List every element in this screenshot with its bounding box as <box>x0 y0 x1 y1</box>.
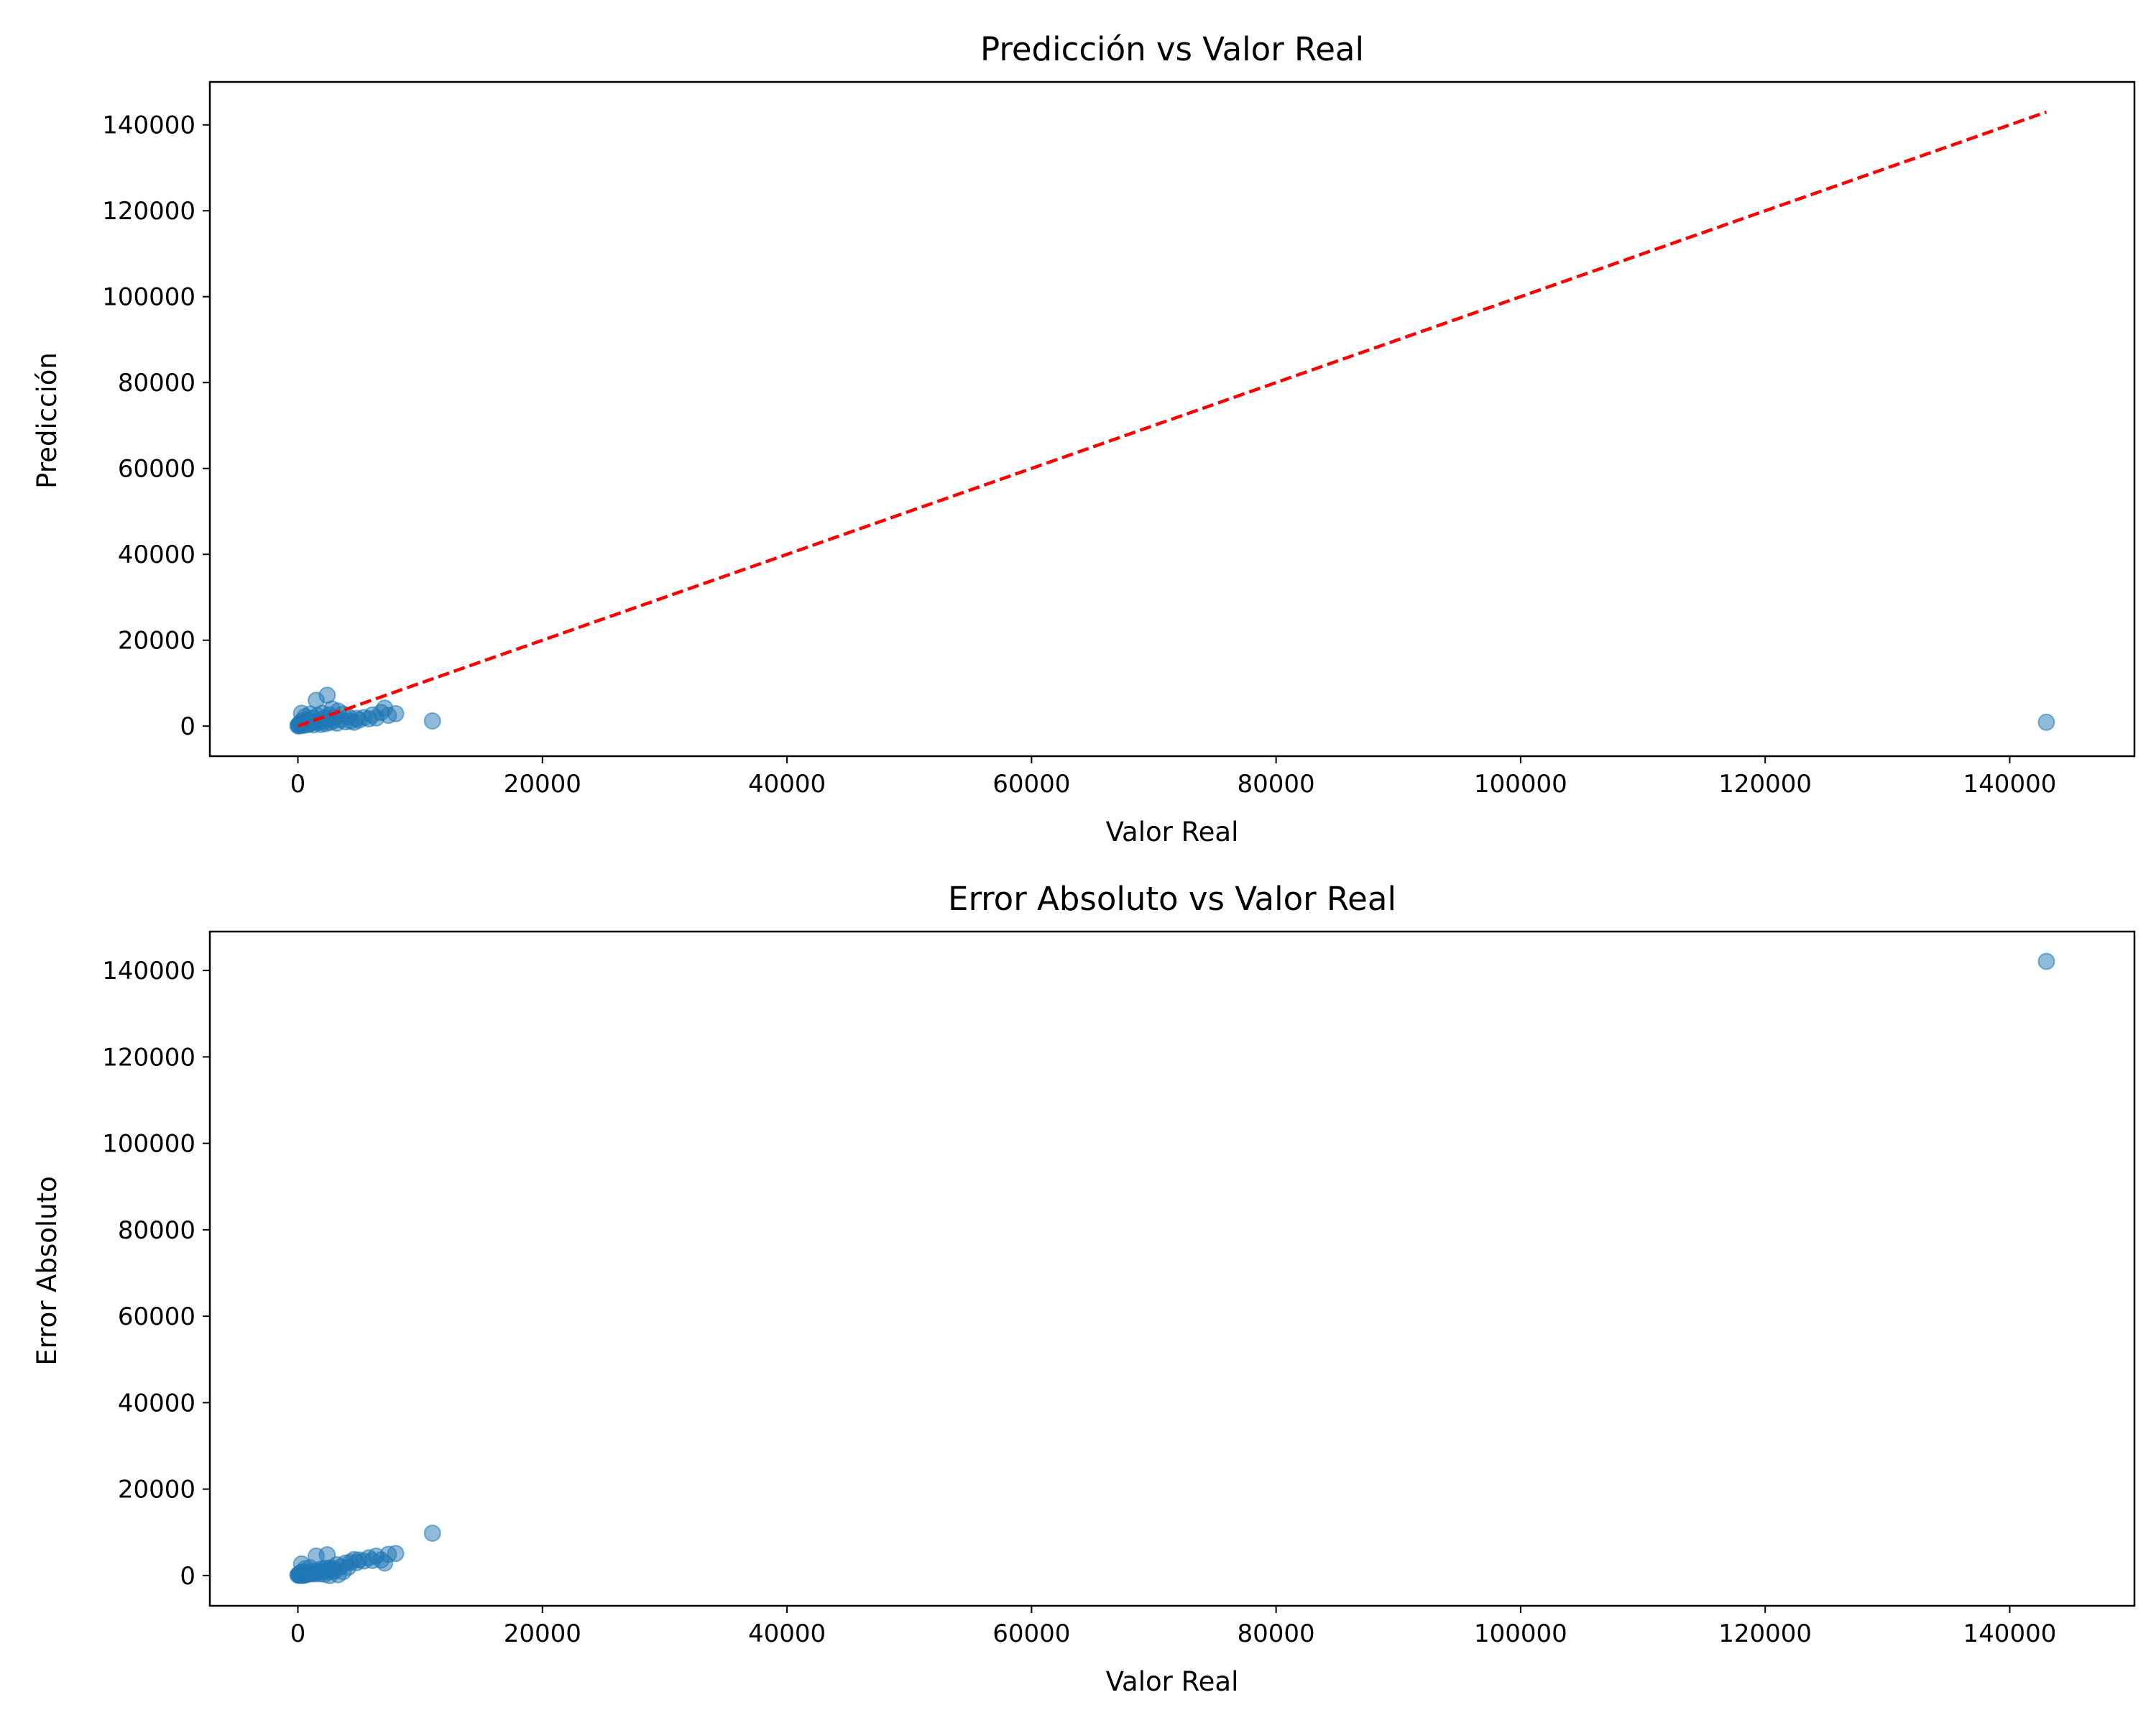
absolute-error-vs-actual-x-tick-label-4: 80000 <box>1238 1619 1315 1648</box>
absolute-error-vs-actual-x-tick-label-0: 0 <box>290 1619 306 1648</box>
prediction-vs-actual-x-tick-label-4: 80000 <box>1238 770 1315 799</box>
prediction-vs-actual-y-tick-label-7: 140000 <box>102 111 195 140</box>
prediction-vs-actual-x-tick-label-2: 40000 <box>748 770 826 799</box>
absolute-error-vs-actual-x-tick-label-6: 120000 <box>1718 1619 1812 1648</box>
prediction-vs-actual-x-tick-label-5: 100000 <box>1474 770 1567 799</box>
absolute-error-vs-actual-y-tick-label-7: 140000 <box>102 957 195 985</box>
prediction-vs-actual-panel: Predicción vs Valor Real Valor Real Pred… <box>32 30 2136 847</box>
absolute-error-vs-actual-x-tick-label-1: 20000 <box>504 1619 581 1648</box>
prediction-vs-actual-y-tick-label-5: 100000 <box>102 283 195 312</box>
prediction-vs-actual-y-tick-label-3: 60000 <box>118 455 195 484</box>
prediction-vs-actual-plot-frame <box>208 81 2136 758</box>
absolute-error-vs-actual-point-56 <box>2037 952 2055 970</box>
prediction-vs-actual-y-tick-label-4: 80000 <box>118 369 195 397</box>
absolute-error-vs-actual-title: Error Absoluto vs Valor Real <box>948 880 1396 918</box>
absolute-error-vs-actual-y-tick-label-3: 60000 <box>118 1302 195 1331</box>
absolute-error-vs-actual-y-axis-label: Error Absoluto <box>32 1176 63 1366</box>
absolute-error-vs-actual-x-axis-label: Valor Real <box>1106 1666 1239 1697</box>
prediction-vs-actual-point-54 <box>387 704 405 722</box>
absolute-error-vs-actual-y-tick-label-0: 0 <box>180 1562 195 1591</box>
absolute-error-vs-actual-panel: Error Absoluto vs Valor Real Valor Real … <box>32 880 2136 1697</box>
prediction-vs-actual-y-tick-label-6: 120000 <box>102 197 195 226</box>
prediction-vs-actual-y-tick-label-0: 0 <box>180 712 195 741</box>
absolute-error-vs-actual-y-tick-label-4: 80000 <box>118 1216 195 1245</box>
prediction-vs-actual-title: Predicción vs Valor Real <box>980 30 1364 68</box>
absolute-error-vs-actual-y-tick-label-5: 100000 <box>102 1130 195 1159</box>
prediction-vs-actual-x-tick-label-6: 120000 <box>1718 770 1812 799</box>
absolute-error-vs-actual-x-tick-label-3: 60000 <box>992 1619 1070 1648</box>
prediction-vs-actual-x-tick-label-7: 140000 <box>1963 770 2057 799</box>
absolute-error-vs-actual-x-tick-label-2: 40000 <box>748 1619 826 1648</box>
prediction-vs-actual-point-56 <box>2037 713 2055 731</box>
prediction-vs-actual-reference-line <box>297 110 2047 728</box>
prediction-vs-actual-y-tick-label-1: 20000 <box>118 627 195 656</box>
prediction-vs-actual-x-tick-label-1: 20000 <box>504 770 581 799</box>
absolute-error-vs-actual-x-tick-label-7: 140000 <box>1963 1619 2057 1648</box>
absolute-error-vs-actual-point-55 <box>423 1525 441 1542</box>
absolute-error-vs-actual-plot-frame <box>208 930 2136 1607</box>
prediction-vs-actual-x-tick-label-0: 0 <box>290 770 306 799</box>
prediction-vs-actual-x-tick-label-3: 60000 <box>992 770 1070 799</box>
prediction-vs-actual-y-tick-label-2: 40000 <box>118 541 195 569</box>
absolute-error-vs-actual-point-54 <box>387 1545 405 1563</box>
prediction-vs-actual-x-axis-label: Valor Real <box>1106 817 1239 847</box>
prediction-vs-actual-point-55 <box>423 712 441 730</box>
absolute-error-vs-actual-y-tick-label-2: 40000 <box>118 1389 195 1417</box>
absolute-error-vs-actual-points <box>289 952 2055 1584</box>
absolute-error-vs-actual-y-tick-label-6: 120000 <box>102 1043 195 1072</box>
absolute-error-vs-actual-y-tick-label-1: 20000 <box>118 1476 195 1504</box>
absolute-error-vs-actual-x-tick-label-5: 100000 <box>1474 1619 1567 1648</box>
prediction-vs-actual-y-axis-label: Predicción <box>32 352 63 489</box>
